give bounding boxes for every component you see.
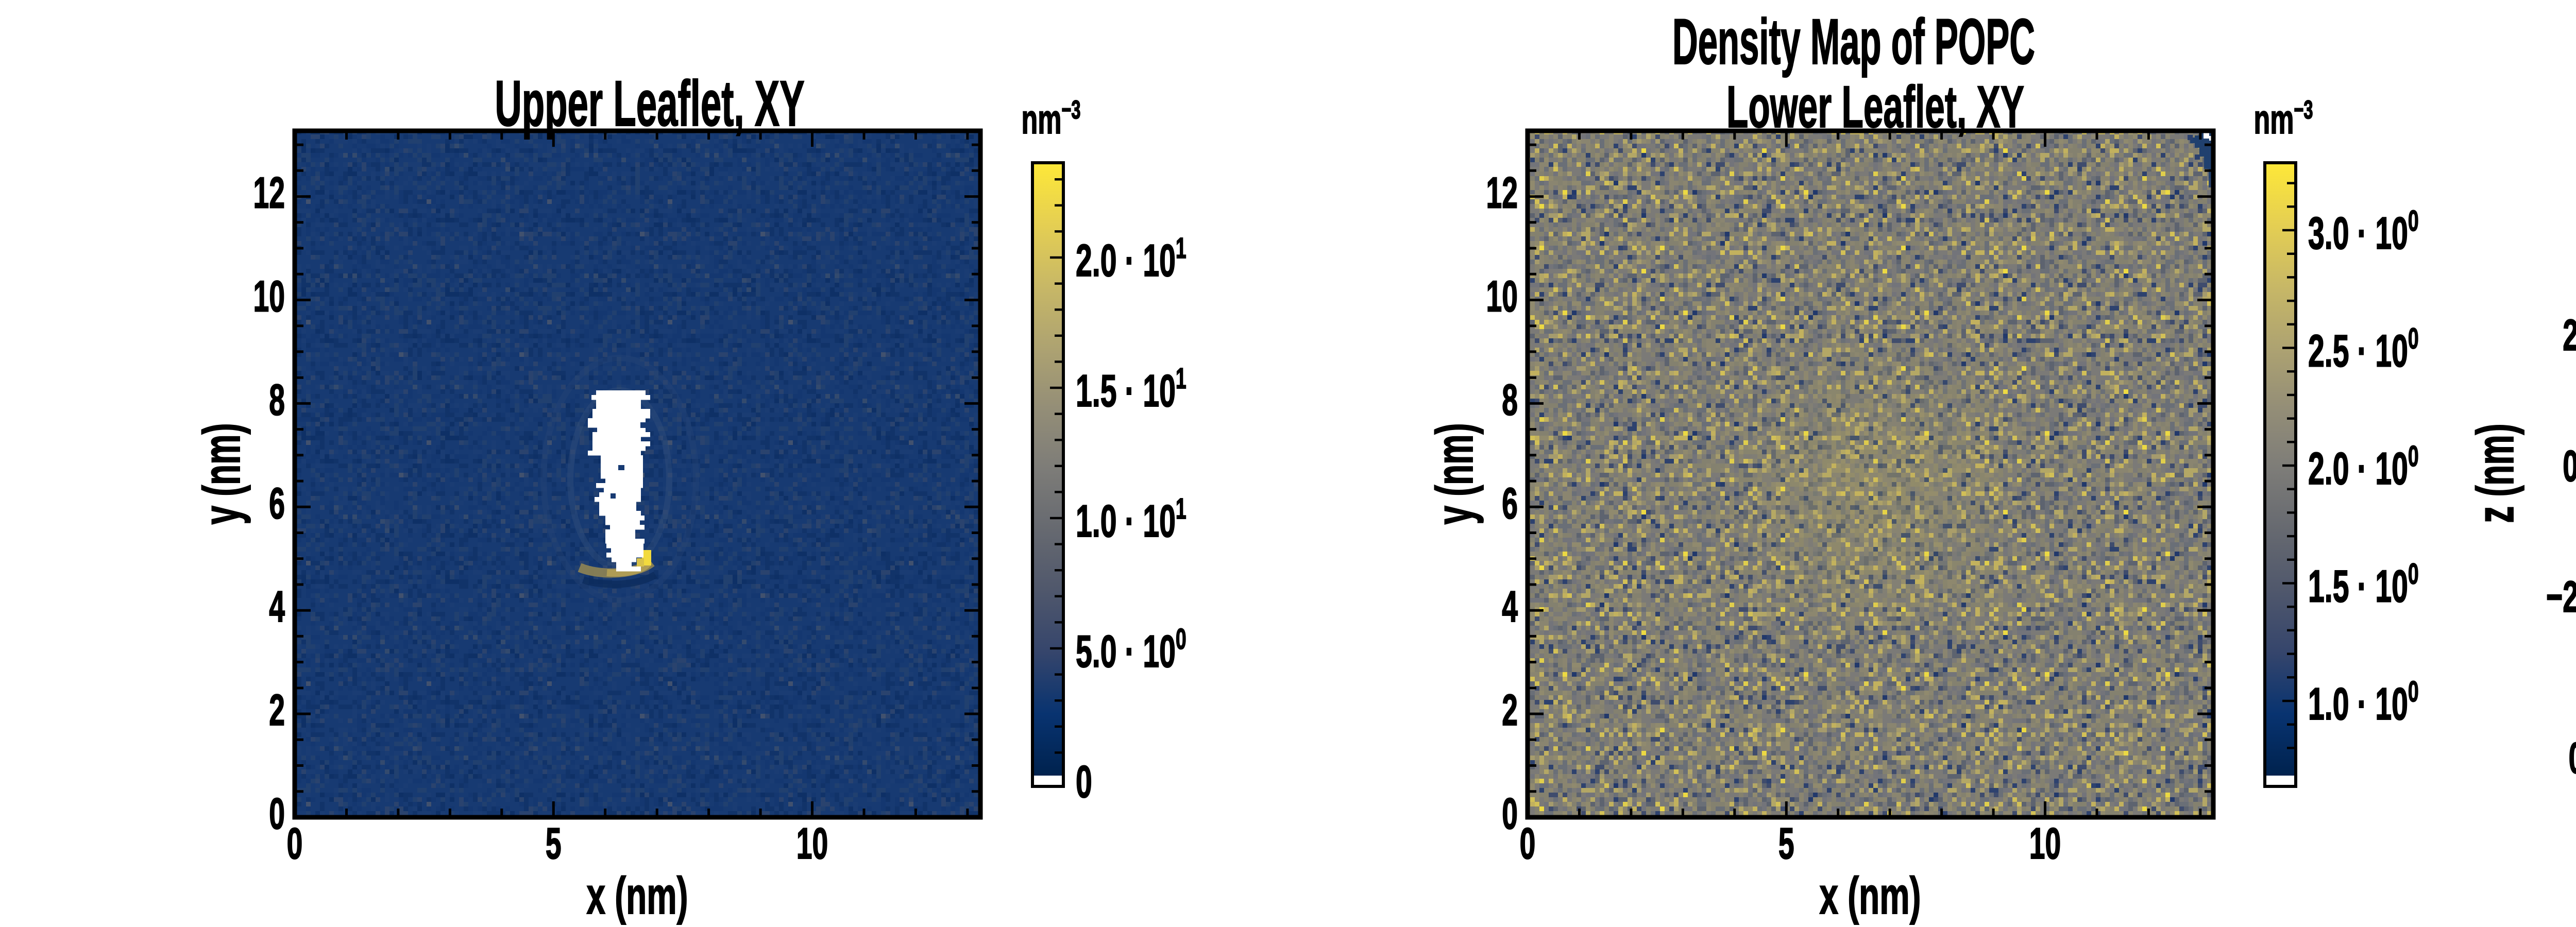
- svg-text:10: 10: [2029, 819, 2061, 868]
- svg-text:−2: −2: [2546, 573, 2576, 622]
- svg-text:8: 8: [1502, 376, 1518, 425]
- svg-text:6: 6: [1502, 479, 1518, 528]
- svg-text:12: 12: [1486, 169, 1518, 218]
- svg-text:2.0 · 101: 2.0 · 101: [1076, 232, 1187, 286]
- svg-text:2: 2: [269, 686, 285, 735]
- svg-text:nm−3: nm−3: [1021, 95, 1080, 143]
- svg-text:2: 2: [2563, 311, 2576, 360]
- svg-text:4: 4: [1502, 582, 1518, 631]
- svg-text:1.5 · 100: 1.5 · 100: [2308, 558, 2419, 612]
- svg-text:1.0 · 101: 1.0 · 101: [1076, 492, 1187, 546]
- svg-text:2.5 · 100: 2.5 · 100: [2308, 322, 2419, 376]
- svg-text:8: 8: [269, 376, 285, 425]
- svg-text:nm−3: nm−3: [2253, 95, 2313, 143]
- svg-text:0.0: 0.0: [2569, 734, 2576, 783]
- svg-text:12: 12: [253, 169, 285, 218]
- svg-text:3.0 · 100: 3.0 · 100: [2308, 204, 2419, 259]
- svg-text:5: 5: [1778, 819, 1794, 868]
- svg-text:2: 2: [1502, 686, 1518, 735]
- svg-text:z (nm): z (nm): [2467, 423, 2525, 523]
- svg-text:0: 0: [1076, 757, 1092, 807]
- svg-text:y (nm): y (nm): [1426, 423, 1484, 525]
- svg-text:1.0 · 100: 1.0 · 100: [2308, 675, 2419, 729]
- svg-text:2.0 · 100: 2.0 · 100: [2308, 440, 2419, 494]
- svg-text:0: 0: [1502, 789, 1518, 838]
- svg-text:5: 5: [546, 819, 562, 868]
- svg-text:0: 0: [2563, 442, 2576, 491]
- svg-text:x (nm): x (nm): [587, 867, 688, 925]
- svg-text:5.0 · 100: 5.0 · 100: [1076, 623, 1187, 677]
- svg-text:4: 4: [269, 582, 285, 631]
- svg-text:Lower Leaflet, XY: Lower Leaflet, XY: [1726, 74, 2024, 140]
- svg-text:1.5 · 101: 1.5 · 101: [1076, 362, 1187, 416]
- svg-text:0: 0: [287, 819, 303, 868]
- svg-text:y (nm): y (nm): [193, 423, 251, 525]
- svg-text:6: 6: [269, 479, 285, 528]
- svg-text:0: 0: [1520, 819, 1536, 868]
- svg-text:0: 0: [269, 789, 285, 838]
- svg-text:Density Map of POPC: Density Map of POPC: [1672, 7, 2035, 78]
- svg-text:10: 10: [796, 819, 828, 868]
- svg-text:Upper Leaflet, XY: Upper Leaflet, XY: [495, 67, 804, 140]
- svg-text:10: 10: [1486, 272, 1518, 321]
- svg-text:10: 10: [253, 272, 285, 321]
- svg-text:x (nm): x (nm): [1820, 867, 1921, 925]
